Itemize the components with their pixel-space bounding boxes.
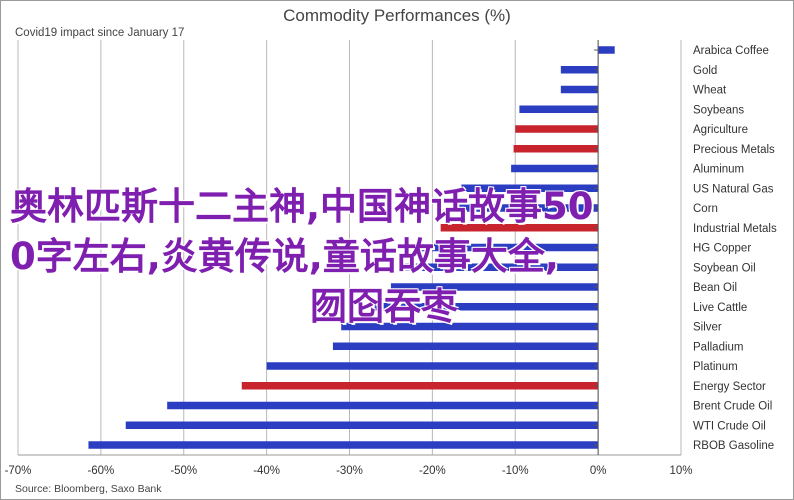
bar-10 (415, 243, 599, 252)
category-label-17: Energy Sector (693, 381, 766, 393)
overlay-line-3: 囫囵吞枣 (310, 285, 458, 328)
x-tick-label-3: -40% (253, 465, 280, 477)
overlay-line-2: 0字左右,炎黄传说,童话故事大全, (10, 235, 559, 278)
bar-16 (266, 362, 599, 370)
category-label-8: Corn (693, 203, 718, 215)
category-label-5: Precious Metals (693, 144, 775, 156)
category-label-9: Industrial Metals (693, 223, 777, 235)
category-label-15: Palladium (693, 341, 744, 353)
category-label-1: Gold (693, 65, 717, 77)
x-tick-label-8: 10% (669, 465, 692, 477)
x-tick-label-0: -70% (5, 465, 32, 477)
bar-18 (167, 401, 599, 410)
chart-subtitle: Covid19 impact since January 17 (15, 27, 184, 39)
category-label-10: HG Copper (693, 243, 751, 255)
x-tick-label-4: -30% (336, 465, 363, 477)
category-label-12: Bean Oil (693, 282, 737, 294)
category-label-3: Soybeans (693, 104, 744, 116)
category-label-4: Agriculture (693, 124, 748, 136)
category-label-19: WTI Crude Oil (693, 420, 766, 432)
bar-20 (88, 441, 599, 449)
chart-title: Commodity Performances (%) (283, 6, 511, 25)
bar-1 (560, 66, 599, 74)
bars (88, 46, 615, 449)
bar-17 (241, 382, 599, 390)
x-tick-label-5: -20% (419, 465, 446, 477)
category-label-18: Brent Crude Oil (693, 401, 772, 413)
bar-6 (511, 164, 599, 173)
category-label-11: Soybean Oil (693, 262, 756, 274)
bar-5 (513, 145, 599, 153)
source-note: Source: Bloomberg, Saxo Bank (15, 483, 162, 495)
zero-axis (594, 40, 599, 455)
overlay-watermark-text: 奥林匹斯十二主神,中国神话故事50 0字左右,炎黄传说,童话故事大全, 囫囵吞枣 (10, 182, 730, 332)
bar-19 (125, 421, 599, 429)
bar-9 (440, 224, 599, 232)
category-labels: Arabica Coffee Gold Wheat Soybeans Agricultu… (693, 45, 777, 452)
x-tick-label-7: 0% (590, 465, 607, 477)
bar-7 (461, 184, 599, 192)
bar-8 (457, 204, 599, 212)
x-tick-label-6: -10% (502, 465, 529, 477)
category-label-0: Arabica Coffee (693, 45, 769, 57)
bar-13 (374, 303, 599, 311)
overlay-line-1: 奥林匹斯十二主神,中国神话故事50 (10, 185, 594, 228)
category-label-2: Wheat (693, 85, 727, 97)
bar-2 (560, 85, 599, 94)
bar-14 (341, 322, 599, 331)
category-label-7: US Natural Gas (693, 183, 774, 195)
bar-11 (399, 263, 599, 271)
category-label-20: RBOB Gasoline (693, 440, 774, 452)
bar-12 (390, 283, 599, 291)
x-tick-labels: -70% -60% -50% -40% -30% -20% -10% 0% 10% (5, 465, 693, 477)
bar-3 (519, 105, 599, 113)
category-label-6: Aluminum (693, 164, 744, 176)
bar-0 (598, 46, 615, 54)
x-tick-label-2: -50% (170, 465, 197, 477)
bar-4 (515, 125, 599, 133)
x-tick-label-1: -60% (87, 465, 114, 477)
bar-15 (332, 342, 599, 350)
category-label-14: Silver (693, 322, 722, 334)
category-label-16: Platinum (693, 361, 738, 373)
category-label-13: Live Cattle (693, 302, 747, 314)
